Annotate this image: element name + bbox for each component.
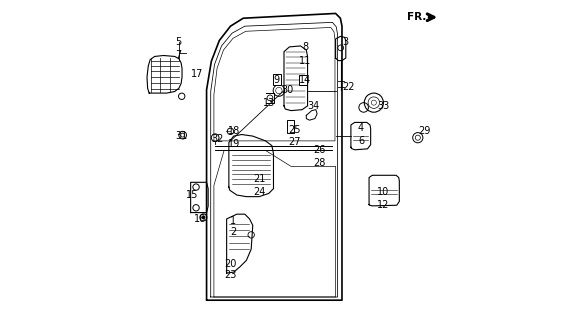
Text: 34: 34 [307, 101, 320, 111]
Text: 1: 1 [230, 216, 236, 226]
Text: 24: 24 [253, 187, 265, 197]
Text: 31: 31 [175, 131, 187, 141]
Text: 10: 10 [377, 187, 389, 197]
Text: 33: 33 [377, 101, 389, 111]
Circle shape [202, 216, 205, 219]
Text: 7: 7 [175, 50, 181, 60]
Text: 19: 19 [228, 139, 240, 149]
FancyBboxPatch shape [299, 75, 307, 85]
Text: 28: 28 [314, 158, 326, 168]
Text: 26: 26 [314, 146, 326, 156]
Text: 4: 4 [358, 123, 364, 133]
Text: 25: 25 [288, 125, 300, 135]
Text: 5: 5 [175, 37, 181, 47]
Text: 15: 15 [186, 190, 198, 200]
Text: 9: 9 [274, 75, 280, 85]
Text: 23: 23 [224, 270, 237, 280]
FancyBboxPatch shape [273, 74, 281, 85]
Text: 20: 20 [224, 259, 237, 268]
Text: 32: 32 [211, 134, 224, 144]
Text: 3: 3 [343, 37, 349, 47]
Text: 11: 11 [299, 56, 311, 66]
Text: 2: 2 [230, 227, 236, 237]
Text: 6: 6 [358, 136, 364, 146]
Text: FR.: FR. [407, 12, 427, 22]
FancyBboxPatch shape [286, 120, 293, 132]
Text: 27: 27 [288, 138, 300, 148]
Text: 8: 8 [302, 42, 308, 52]
Text: 29: 29 [418, 126, 431, 136]
Text: 17: 17 [191, 69, 203, 79]
Text: 18: 18 [228, 126, 240, 136]
Text: 14: 14 [299, 75, 311, 85]
Text: 22: 22 [342, 82, 354, 92]
Text: 13: 13 [262, 98, 275, 108]
Text: 12: 12 [377, 200, 389, 210]
Text: 21: 21 [253, 174, 265, 184]
Text: 16: 16 [194, 214, 207, 224]
Text: 30: 30 [282, 85, 294, 95]
